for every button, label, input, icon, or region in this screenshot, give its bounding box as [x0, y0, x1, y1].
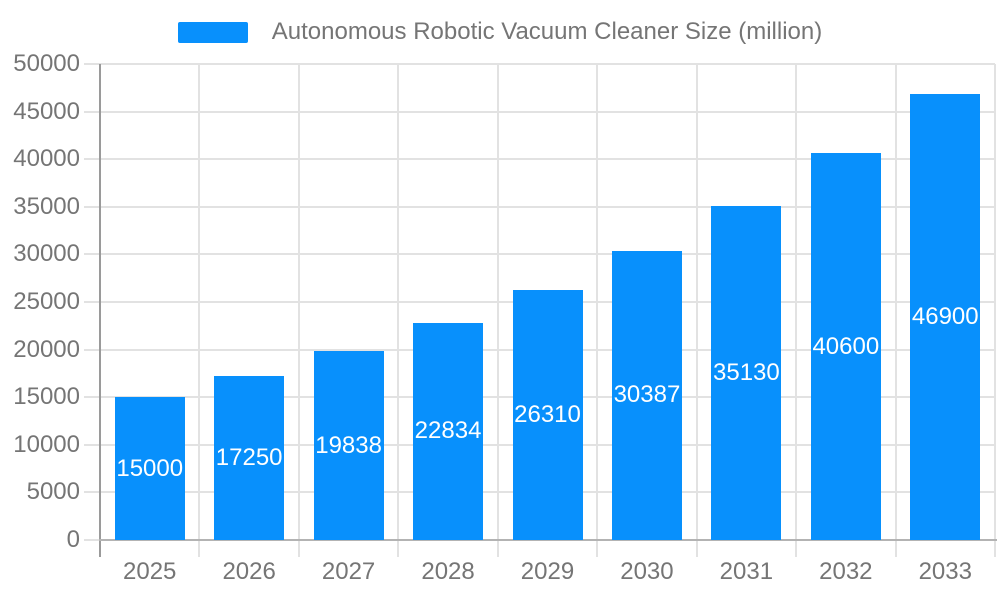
- bar-value-label: 19838: [315, 431, 382, 459]
- bar-value-label: 22834: [414, 417, 482, 445]
- bar-value-label: 26310: [514, 400, 581, 428]
- y-axis-tick: [84, 491, 100, 494]
- y-axis-line: [99, 64, 101, 557]
- gridline-vertical: [397, 64, 400, 557]
- bar-2025: [114, 397, 185, 540]
- gridline-vertical: [894, 64, 897, 557]
- gridline-vertical: [695, 64, 698, 557]
- gridline-vertical: [994, 64, 996, 557]
- bar-2028: [413, 322, 484, 540]
- y-axis-tick: [84, 205, 100, 208]
- y-axis-tick: [84, 539, 100, 541]
- y-axis-tick: [84, 253, 100, 256]
- y-tick-label: 25000: [13, 288, 80, 315]
- x-axis-line: [99, 539, 997, 541]
- bar-2030: [611, 250, 682, 540]
- bar-2027: [313, 351, 384, 540]
- x-tick-label: 2027: [321, 558, 376, 585]
- x-tick-label: 2029: [520, 558, 575, 585]
- y-tick-label: 50000: [13, 50, 80, 77]
- bar-value-label: 15000: [116, 454, 184, 482]
- gridline-horizontal: [100, 110, 995, 113]
- gridline-horizontal: [100, 158, 995, 161]
- bar-2026: [214, 375, 285, 540]
- y-axis-tick: [84, 301, 100, 303]
- bar-2029: [512, 289, 583, 540]
- y-axis-tick: [84, 396, 100, 399]
- x-tick-label: 2030: [620, 558, 674, 585]
- y-axis-tick: [84, 63, 100, 65]
- y-tick-label: 0: [66, 526, 80, 553]
- bar-value-label: 30387: [613, 381, 681, 409]
- bar-2032: [810, 153, 881, 540]
- gridline-vertical: [596, 64, 599, 557]
- bar-2033: [910, 93, 981, 540]
- bar-value-label: 40600: [812, 332, 880, 360]
- bar-value-label: 17250: [215, 443, 283, 471]
- x-tick-label: 2032: [819, 558, 873, 585]
- x-tick-label: 2033: [918, 558, 972, 585]
- y-tick-label: 5000: [26, 478, 80, 506]
- y-tick-label: 20000: [13, 335, 80, 363]
- gridline-horizontal: [100, 63, 995, 65]
- y-axis-tick: [84, 443, 100, 446]
- bar-2031: [711, 205, 782, 540]
- bar-value-label: 46900: [911, 302, 979, 330]
- gridline-horizontal: [100, 205, 995, 208]
- legend-label: Autonomous Robotic Vacuum Cleaner Size (…: [271, 18, 823, 45]
- y-axis-tick: [84, 110, 100, 113]
- x-tick-label: 2031: [719, 558, 774, 585]
- gridline-vertical: [198, 64, 201, 557]
- gridline-horizontal: [100, 253, 995, 256]
- y-tick-label: 30000: [13, 240, 80, 268]
- y-axis-tick: [84, 158, 100, 161]
- gridline-vertical: [496, 64, 499, 557]
- gridline-vertical: [297, 64, 300, 557]
- legend[interactable]: Autonomous Robotic Vacuum Cleaner Size (…: [0, 18, 1000, 46]
- x-tick-label: 2026: [222, 558, 276, 585]
- y-tick-label: 35000: [13, 192, 80, 220]
- y-tick-label: 15000: [13, 383, 80, 411]
- y-tick-label: 10000: [13, 430, 80, 458]
- x-tick-label: 2028: [421, 558, 475, 585]
- x-tick-label: 2025: [123, 558, 177, 585]
- bar-value-label: 35130: [713, 358, 780, 386]
- y-axis-tick: [84, 348, 100, 351]
- y-tick-label: 45000: [13, 97, 80, 125]
- legend-swatch-icon: [177, 21, 248, 43]
- gridline-vertical: [795, 64, 798, 557]
- y-tick-label: 40000: [13, 145, 80, 173]
